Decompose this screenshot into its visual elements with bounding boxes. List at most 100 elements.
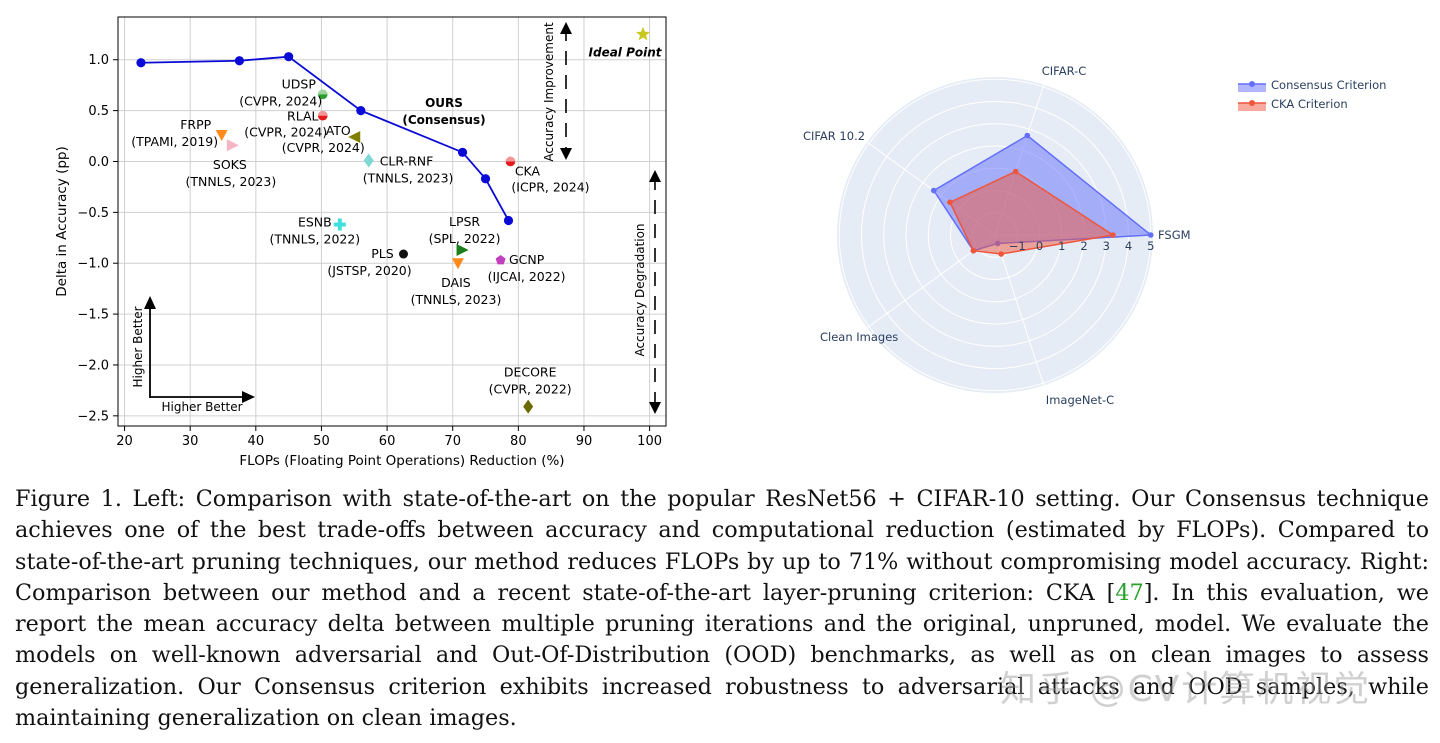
udsp-venue: (CVPR, 2024): [239, 93, 322, 108]
esnb-marker: [333, 218, 346, 231]
esnb-venue: (TNNLS, 2022): [269, 232, 360, 247]
y-axis-label: Delta in Accuracy (pp): [54, 146, 70, 297]
radial-tick-label: 3: [1103, 239, 1110, 253]
pls-marker: [398, 249, 408, 259]
y-tick-label: −2.5: [77, 409, 109, 424]
accuracy-improvement-label: Accuracy Improvement: [542, 22, 556, 162]
y-tick-label: 0.0: [88, 155, 109, 170]
x-tick-label: 20: [116, 434, 133, 449]
frpp-label: FRPP: [180, 117, 211, 132]
cka-criterion-legend-label: CKA Criterion: [1271, 97, 1348, 111]
lpsr-marker: [456, 243, 469, 256]
ours-point: [503, 215, 514, 226]
decore-marker: [523, 399, 534, 414]
cka-criterion-point: [1110, 232, 1116, 238]
ours-sub-label: (Consensus): [402, 113, 485, 127]
esnb-label: ESNB: [298, 215, 332, 230]
cka-criterion-point: [1012, 168, 1019, 175]
radial-tick-label: 0: [1036, 239, 1043, 253]
ours-point: [457, 147, 468, 157]
radial-tick-label: 5: [1147, 239, 1154, 253]
axis-label-clean-images: Clean Images: [820, 330, 898, 344]
ours-point: [480, 174, 491, 184]
lpsr-venue: (SPL, 2022): [429, 231, 501, 246]
x-tick-label: 90: [576, 434, 593, 449]
y-tick-label: −0.5: [77, 206, 109, 221]
x-tick-label: 50: [313, 434, 330, 449]
caption-tail: ]. In this evaluation, we report the mea…: [15, 579, 1430, 732]
higher-better-x-arrowhead: [242, 391, 255, 403]
caption-reference-link[interactable]: 47: [1115, 579, 1144, 606]
consensus-criterion-point: [1147, 232, 1154, 238]
x-tick-label: 100: [637, 434, 662, 449]
radial-tick-label: 4: [1125, 239, 1132, 253]
accuracy-degradation-label: Accuracy Degradation: [633, 223, 647, 356]
clr-rnf-venue: (TNNLS, 2023): [363, 170, 454, 185]
ato-marker: [348, 131, 361, 144]
rlal-marker-half: [317, 110, 328, 116]
accuracy-degradation-arrowhead-down: [649, 402, 661, 414]
ato-label: ATO: [326, 123, 351, 138]
rlal-label: RLAL: [287, 109, 318, 124]
accuracy-degradation-arrowhead-up: [649, 170, 661, 182]
y-tick-label: −1.0: [77, 257, 109, 272]
accuracy-improvement-arrowhead-down: [560, 148, 572, 160]
pls-label: PLS: [371, 246, 394, 261]
ideal-point-label: Ideal Point: [589, 45, 663, 59]
dais-venue: (TNNLS, 2023): [411, 292, 502, 307]
cka-criterion-legend-marker: [1249, 100, 1255, 106]
accuracy-improvement-arrowhead-up: [560, 22, 572, 34]
x-tick-label: 80: [510, 434, 527, 449]
higher-better-x-label: Higher Better: [161, 400, 242, 414]
plot-frame: [117, 16, 667, 427]
cka-marker-half: [505, 156, 516, 162]
ours-label: OURS: [425, 96, 463, 110]
consensus-criterion-point: [930, 187, 937, 194]
ours-point: [234, 56, 245, 66]
higher-better-y-arrowhead: [144, 296, 156, 309]
x-tick-label: 30: [182, 434, 199, 449]
x-tick-label: 40: [248, 434, 265, 449]
cka-criterion-point: [998, 251, 1004, 257]
gcnp-marker: [495, 254, 506, 265]
radial-tick-label: −1: [1009, 239, 1026, 253]
consensus-criterion-legend-swatch: [1238, 84, 1266, 92]
consensus-criterion-legend-label: Consensus Criterion: [1271, 78, 1386, 92]
decore-venue: (CVPR, 2022): [489, 382, 572, 397]
udsp-marker-half: [317, 89, 328, 95]
axis-label-cifar-c: CIFAR-C: [1042, 64, 1087, 78]
consensus-criterion-point: [1024, 132, 1031, 139]
radial-tick-label: 1: [1058, 239, 1065, 253]
soks-marker: [226, 139, 239, 152]
y-tick-label: 1.0: [88, 53, 109, 68]
ideal-point-star: [635, 26, 651, 41]
figure-caption: Figure 1. Left: Comparison with state-of…: [15, 484, 1429, 734]
rlal-venue: (CVPR, 2024): [244, 125, 327, 140]
decore-label: DECORE: [504, 365, 557, 380]
dais-label: DAIS: [441, 275, 471, 290]
clr-rnf-label: CLR-RNF: [380, 153, 434, 168]
radial-tick-label: 2: [1080, 239, 1087, 253]
udsp-label: UDSP: [282, 76, 317, 91]
ours-point: [136, 58, 146, 68]
y-tick-label: −1.5: [77, 308, 109, 323]
lpsr-label: LPSR: [449, 214, 480, 229]
consensus-criterion-legend-marker: [1249, 81, 1255, 87]
cka-criterion-point: [947, 199, 953, 206]
higher-better-y-label: Higher Better: [131, 306, 145, 387]
cka-criterion-legend-swatch: [1238, 103, 1266, 111]
cka-criterion-point: [970, 247, 977, 254]
gcnp-label: GCNP: [509, 252, 545, 267]
ato-venue: (CVPR, 2024): [282, 140, 365, 155]
gcnp-venue: (IJCAI, 2022): [488, 269, 566, 284]
x-tick-label: 60: [379, 434, 396, 449]
dais-marker: [451, 258, 464, 270]
y-tick-label: −2.0: [77, 358, 109, 373]
left-scatter-chart: 20 30 40 50 60 70 80 90 100 1.0 0.5 0.0 −0.5 −1.0 −1.5…: [54, 16, 667, 469]
caption-lead: Figure 1. Left: Comparison with state-of…: [15, 486, 1429, 606]
cka-venue: (ICPR, 2024): [511, 179, 589, 194]
clr-rnf-marker: [363, 153, 374, 168]
x-tick-label: 70: [444, 434, 461, 449]
axis-label-imagenet-c: ImageNet-C: [1046, 393, 1114, 407]
y-tick-label: 0.5: [88, 104, 109, 119]
